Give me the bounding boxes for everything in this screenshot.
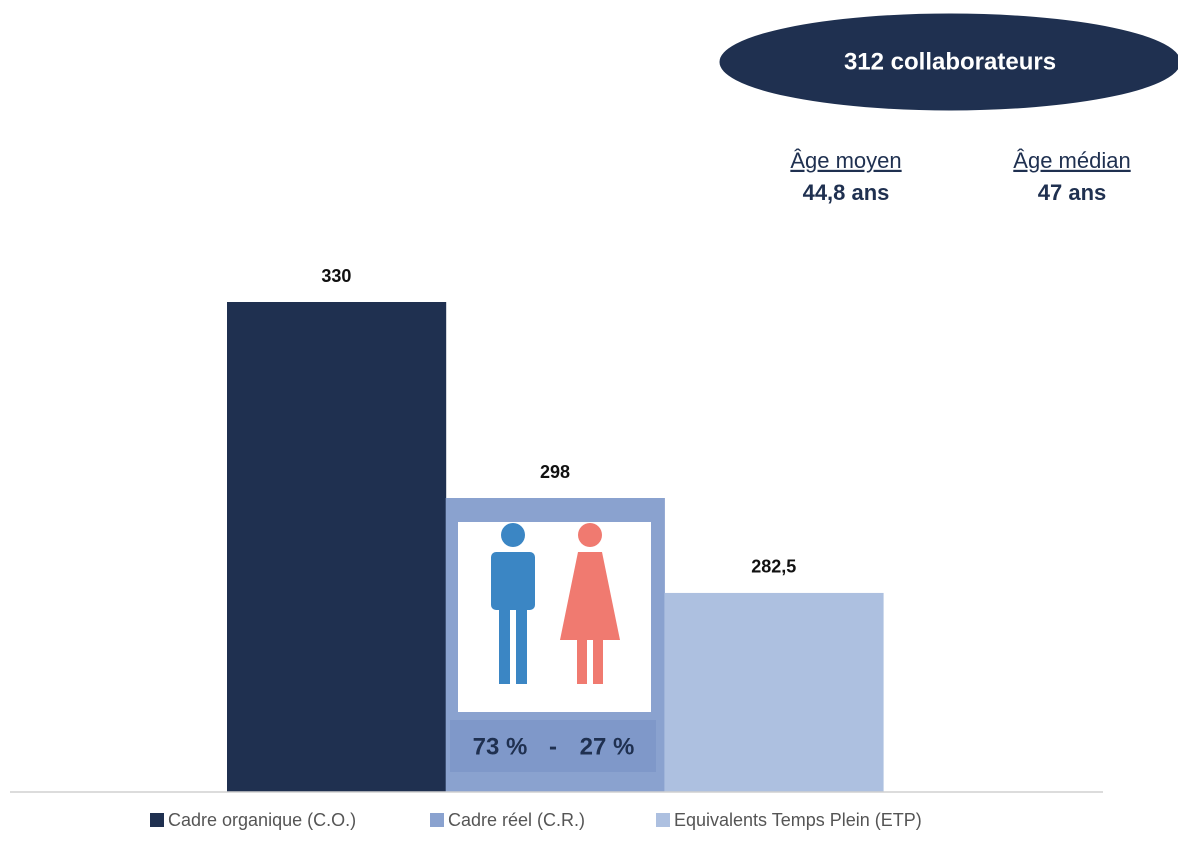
badge-text: 312 collaborateurs: [844, 48, 1056, 75]
gender-women: 27 %: [580, 733, 635, 760]
woman-icon: [560, 523, 620, 684]
gender-panel: 73 % - 27 %: [450, 522, 656, 772]
stat-label: Âge médian: [1013, 148, 1130, 173]
legend-swatch: [430, 813, 444, 827]
gender-men: 73 %: [473, 733, 528, 760]
data-label: 298: [540, 462, 570, 482]
legend-label: Cadre organique (C.O.): [168, 810, 356, 830]
stat-label: Âge moyen: [790, 148, 901, 173]
legend-swatch: [150, 813, 164, 827]
stat-value: 44,8 ans: [803, 180, 890, 205]
man-icon: [491, 523, 535, 684]
icon-box: [458, 522, 651, 712]
badge: [719, 13, 1178, 111]
legend-label: Equivalents Temps Plein (ETP): [674, 810, 922, 830]
bar: [227, 302, 447, 792]
gender-separator: -: [549, 733, 557, 760]
data-label: 330: [321, 266, 351, 286]
stat-value: 47 ans: [1038, 180, 1107, 205]
gender-box: [450, 720, 656, 772]
data-label: 282,5: [751, 557, 796, 577]
legend-label: Cadre réel (C.R.): [448, 810, 585, 830]
bar: [664, 592, 884, 792]
legend-swatch: [656, 813, 670, 827]
